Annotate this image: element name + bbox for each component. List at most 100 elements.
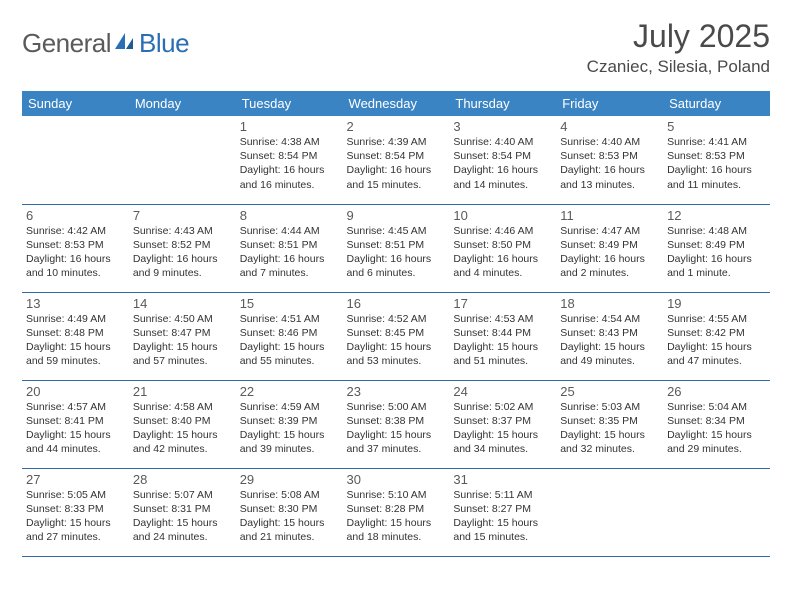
- daylight-text: Daylight: 15 hours and 37 minutes.: [347, 428, 446, 456]
- day-number: 25: [560, 384, 659, 399]
- sunrise-text: Sunrise: 4:45 AM: [347, 224, 446, 238]
- day-number: 29: [240, 472, 339, 487]
- daylight-text: Daylight: 15 hours and 21 minutes.: [240, 516, 339, 544]
- day-details: Sunrise: 4:48 AMSunset: 8:49 PMDaylight:…: [667, 224, 766, 281]
- calendar-cell: [22, 116, 129, 204]
- daylight-text: Daylight: 15 hours and 24 minutes.: [133, 516, 232, 544]
- day-details: Sunrise: 5:07 AMSunset: 8:31 PMDaylight:…: [133, 488, 232, 545]
- day-header-row: Sunday Monday Tuesday Wednesday Thursday…: [22, 91, 770, 116]
- sunrise-text: Sunrise: 5:02 AM: [453, 400, 552, 414]
- daylight-text: Daylight: 16 hours and 2 minutes.: [560, 252, 659, 280]
- sunset-text: Sunset: 8:28 PM: [347, 502, 446, 516]
- daylight-text: Daylight: 15 hours and 32 minutes.: [560, 428, 659, 456]
- sunrise-text: Sunrise: 5:03 AM: [560, 400, 659, 414]
- day-number: 2: [347, 119, 446, 134]
- daylight-text: Daylight: 15 hours and 34 minutes.: [453, 428, 552, 456]
- day-details: Sunrise: 4:58 AMSunset: 8:40 PMDaylight:…: [133, 400, 232, 457]
- sunset-text: Sunset: 8:49 PM: [560, 238, 659, 252]
- sunset-text: Sunset: 8:34 PM: [667, 414, 766, 428]
- daylight-text: Daylight: 15 hours and 15 minutes.: [453, 516, 552, 544]
- calendar-cell: 7Sunrise: 4:43 AMSunset: 8:52 PMDaylight…: [129, 204, 236, 292]
- daylight-text: Daylight: 15 hours and 27 minutes.: [26, 516, 125, 544]
- sunset-text: Sunset: 8:53 PM: [667, 149, 766, 163]
- sunrise-text: Sunrise: 4:38 AM: [240, 135, 339, 149]
- sunset-text: Sunset: 8:46 PM: [240, 326, 339, 340]
- daylight-text: Daylight: 15 hours and 57 minutes.: [133, 340, 232, 368]
- day-details: Sunrise: 4:47 AMSunset: 8:49 PMDaylight:…: [560, 224, 659, 281]
- calendar-cell: 21Sunrise: 4:58 AMSunset: 8:40 PMDayligh…: [129, 380, 236, 468]
- calendar-row: 1Sunrise: 4:38 AMSunset: 8:54 PMDaylight…: [22, 116, 770, 204]
- calendar-cell: 25Sunrise: 5:03 AMSunset: 8:35 PMDayligh…: [556, 380, 663, 468]
- day-header: Friday: [556, 91, 663, 116]
- daylight-text: Daylight: 16 hours and 16 minutes.: [240, 163, 339, 191]
- day-number: 13: [26, 296, 125, 311]
- day-number: 12: [667, 208, 766, 223]
- day-number: 17: [453, 296, 552, 311]
- calendar-body: 1Sunrise: 4:38 AMSunset: 8:54 PMDaylight…: [22, 116, 770, 556]
- calendar-cell: 16Sunrise: 4:52 AMSunset: 8:45 PMDayligh…: [343, 292, 450, 380]
- sunset-text: Sunset: 8:30 PM: [240, 502, 339, 516]
- daylight-text: Daylight: 15 hours and 59 minutes.: [26, 340, 125, 368]
- sunrise-text: Sunrise: 5:11 AM: [453, 488, 552, 502]
- calendar-cell: 17Sunrise: 4:53 AMSunset: 8:44 PMDayligh…: [449, 292, 556, 380]
- day-number: 18: [560, 296, 659, 311]
- calendar-cell: 31Sunrise: 5:11 AMSunset: 8:27 PMDayligh…: [449, 468, 556, 556]
- day-number: 11: [560, 208, 659, 223]
- month-title: July 2025: [587, 18, 770, 55]
- logo: General Blue: [22, 18, 189, 59]
- daylight-text: Daylight: 15 hours and 47 minutes.: [667, 340, 766, 368]
- calendar-cell: 12Sunrise: 4:48 AMSunset: 8:49 PMDayligh…: [663, 204, 770, 292]
- daylight-text: Daylight: 16 hours and 7 minutes.: [240, 252, 339, 280]
- day-details: Sunrise: 5:10 AMSunset: 8:28 PMDaylight:…: [347, 488, 446, 545]
- sunset-text: Sunset: 8:54 PM: [240, 149, 339, 163]
- sunrise-text: Sunrise: 5:00 AM: [347, 400, 446, 414]
- day-details: Sunrise: 4:39 AMSunset: 8:54 PMDaylight:…: [347, 135, 446, 192]
- sunset-text: Sunset: 8:54 PM: [347, 149, 446, 163]
- sunset-text: Sunset: 8:31 PM: [133, 502, 232, 516]
- sunset-text: Sunset: 8:33 PM: [26, 502, 125, 516]
- calendar-row: 20Sunrise: 4:57 AMSunset: 8:41 PMDayligh…: [22, 380, 770, 468]
- day-details: Sunrise: 5:08 AMSunset: 8:30 PMDaylight:…: [240, 488, 339, 545]
- day-number: 16: [347, 296, 446, 311]
- daylight-text: Daylight: 16 hours and 14 minutes.: [453, 163, 552, 191]
- calendar-cell: 28Sunrise: 5:07 AMSunset: 8:31 PMDayligh…: [129, 468, 236, 556]
- sunrise-text: Sunrise: 5:04 AM: [667, 400, 766, 414]
- title-block: July 2025 Czaniec, Silesia, Poland: [587, 18, 770, 77]
- sunset-text: Sunset: 8:45 PM: [347, 326, 446, 340]
- sunset-text: Sunset: 8:53 PM: [26, 238, 125, 252]
- calendar-table: Sunday Monday Tuesday Wednesday Thursday…: [22, 91, 770, 557]
- calendar-cell: 24Sunrise: 5:02 AMSunset: 8:37 PMDayligh…: [449, 380, 556, 468]
- sunrise-text: Sunrise: 4:46 AM: [453, 224, 552, 238]
- day-details: Sunrise: 4:40 AMSunset: 8:54 PMDaylight:…: [453, 135, 552, 192]
- sunrise-text: Sunrise: 4:50 AM: [133, 312, 232, 326]
- sunset-text: Sunset: 8:51 PM: [240, 238, 339, 252]
- day-number: 9: [347, 208, 446, 223]
- sunrise-text: Sunrise: 4:39 AM: [347, 135, 446, 149]
- daylight-text: Daylight: 15 hours and 18 minutes.: [347, 516, 446, 544]
- sunrise-text: Sunrise: 4:54 AM: [560, 312, 659, 326]
- day-header: Saturday: [663, 91, 770, 116]
- sunset-text: Sunset: 8:54 PM: [453, 149, 552, 163]
- day-details: Sunrise: 5:00 AMSunset: 8:38 PMDaylight:…: [347, 400, 446, 457]
- day-details: Sunrise: 4:53 AMSunset: 8:44 PMDaylight:…: [453, 312, 552, 369]
- calendar-cell: 14Sunrise: 4:50 AMSunset: 8:47 PMDayligh…: [129, 292, 236, 380]
- daylight-text: Daylight: 16 hours and 6 minutes.: [347, 252, 446, 280]
- day-details: Sunrise: 4:38 AMSunset: 8:54 PMDaylight:…: [240, 135, 339, 192]
- sunset-text: Sunset: 8:48 PM: [26, 326, 125, 340]
- day-header: Sunday: [22, 91, 129, 116]
- calendar-cell: 5Sunrise: 4:41 AMSunset: 8:53 PMDaylight…: [663, 116, 770, 204]
- calendar-cell: 2Sunrise: 4:39 AMSunset: 8:54 PMDaylight…: [343, 116, 450, 204]
- calendar-cell: 15Sunrise: 4:51 AMSunset: 8:46 PMDayligh…: [236, 292, 343, 380]
- logo-text-part2: Blue: [139, 28, 189, 59]
- day-header: Monday: [129, 91, 236, 116]
- day-details: Sunrise: 4:40 AMSunset: 8:53 PMDaylight:…: [560, 135, 659, 192]
- calendar-cell: 22Sunrise: 4:59 AMSunset: 8:39 PMDayligh…: [236, 380, 343, 468]
- day-number: 19: [667, 296, 766, 311]
- sunset-text: Sunset: 8:39 PM: [240, 414, 339, 428]
- sunset-text: Sunset: 8:52 PM: [133, 238, 232, 252]
- day-number: 14: [133, 296, 232, 311]
- day-details: Sunrise: 4:51 AMSunset: 8:46 PMDaylight:…: [240, 312, 339, 369]
- day-header: Tuesday: [236, 91, 343, 116]
- day-number: 30: [347, 472, 446, 487]
- daylight-text: Daylight: 16 hours and 11 minutes.: [667, 163, 766, 191]
